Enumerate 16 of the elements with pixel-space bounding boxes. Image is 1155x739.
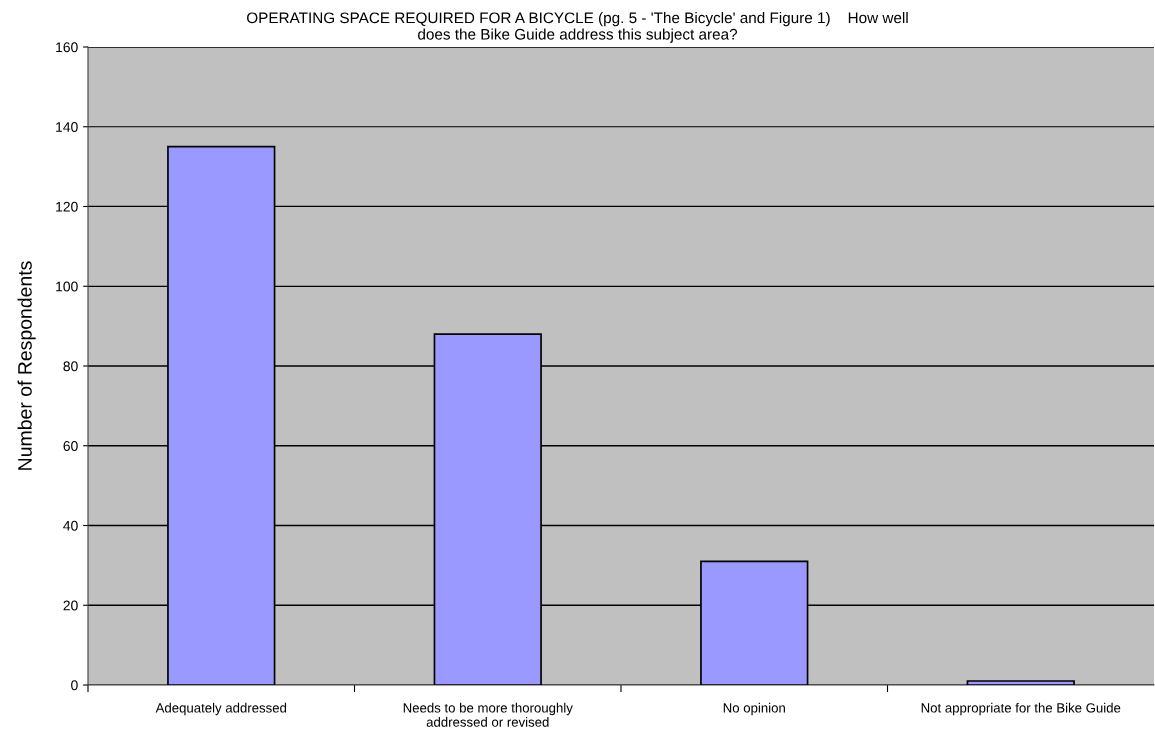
x-tick-label: Adequately addressed [155, 702, 287, 716]
y-tick-label: 100 [56, 281, 78, 292]
y-tick-label: 120 [56, 201, 78, 212]
y-tick-label: 40 [63, 520, 78, 531]
y-tick-label: 60 [63, 441, 78, 451]
y-tick-label: 20 [63, 600, 78, 611]
x-tick-label: Needs to be more thoroughly addressed or revised [403, 702, 573, 727]
y-tick-label: 0 [71, 680, 78, 691]
y-axis-title: Number of Respondents [17, 261, 36, 470]
bar [966, 680, 1075, 685]
x-tick-label: No opinion [723, 702, 785, 716]
y-tick-label: 160 [56, 42, 78, 53]
y-tick-label: 140 [56, 122, 78, 132]
x-tick-label: Not appropriate for the Bike Guide [921, 702, 1121, 716]
y-tick-label: 80 [63, 361, 78, 372]
chart-title: OPERATING SPACE REQUIRED FOR A BICYCLE (pg. 5 - 'The Bicycle' and Figure 1) How well does the Bike Guide address this subject area? [247, 12, 908, 43]
